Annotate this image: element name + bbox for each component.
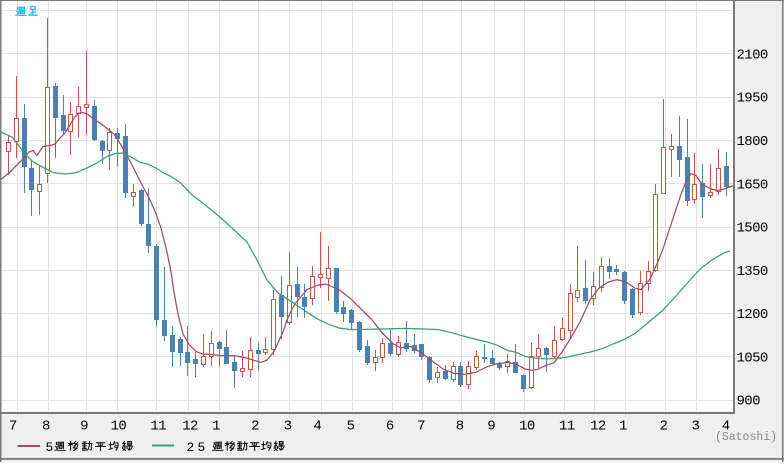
svg-text:12: 12 — [182, 419, 198, 435]
svg-text:1200: 1200 — [737, 307, 768, 323]
svg-text:8: 8 — [456, 419, 464, 435]
svg-text:11: 11 — [150, 419, 166, 435]
svg-text:1950: 1950 — [737, 91, 768, 107]
svg-text:8: 8 — [42, 419, 50, 435]
svg-text:2: 2 — [251, 419, 259, 435]
svg-text:4: 4 — [722, 419, 730, 435]
svg-text:5: 5 — [46, 440, 54, 455]
svg-text:5: 5 — [347, 419, 355, 435]
svg-text:9: 9 — [487, 419, 495, 435]
svg-text:7: 7 — [9, 419, 17, 435]
svg-text:5: 5 — [198, 440, 206, 455]
svg-text:2: 2 — [659, 419, 667, 435]
svg-text:7: 7 — [417, 419, 425, 435]
svg-text:1800: 1800 — [737, 134, 768, 150]
svg-text:3: 3 — [691, 419, 699, 435]
svg-text:6: 6 — [386, 419, 394, 435]
svg-text:1350: 1350 — [737, 264, 768, 280]
svg-text:2100: 2100 — [737, 47, 768, 63]
svg-text:12: 12 — [590, 419, 606, 435]
svg-text:3: 3 — [284, 419, 292, 435]
svg-text:10: 10 — [111, 419, 127, 435]
svg-text:1050: 1050 — [737, 350, 768, 366]
svg-text:2: 2 — [187, 440, 195, 455]
svg-text:10: 10 — [519, 419, 535, 435]
svg-text:900: 900 — [737, 394, 761, 410]
svg-text:4: 4 — [313, 419, 321, 435]
svg-text:1650: 1650 — [737, 177, 768, 193]
svg-text:1: 1 — [212, 419, 220, 435]
svg-text:(Satoshi): (Satoshi) — [715, 431, 777, 444]
svg-text:11: 11 — [559, 419, 575, 435]
svg-text:1: 1 — [619, 419, 627, 435]
svg-text:1500: 1500 — [737, 221, 768, 237]
svg-text:9: 9 — [80, 419, 88, 435]
